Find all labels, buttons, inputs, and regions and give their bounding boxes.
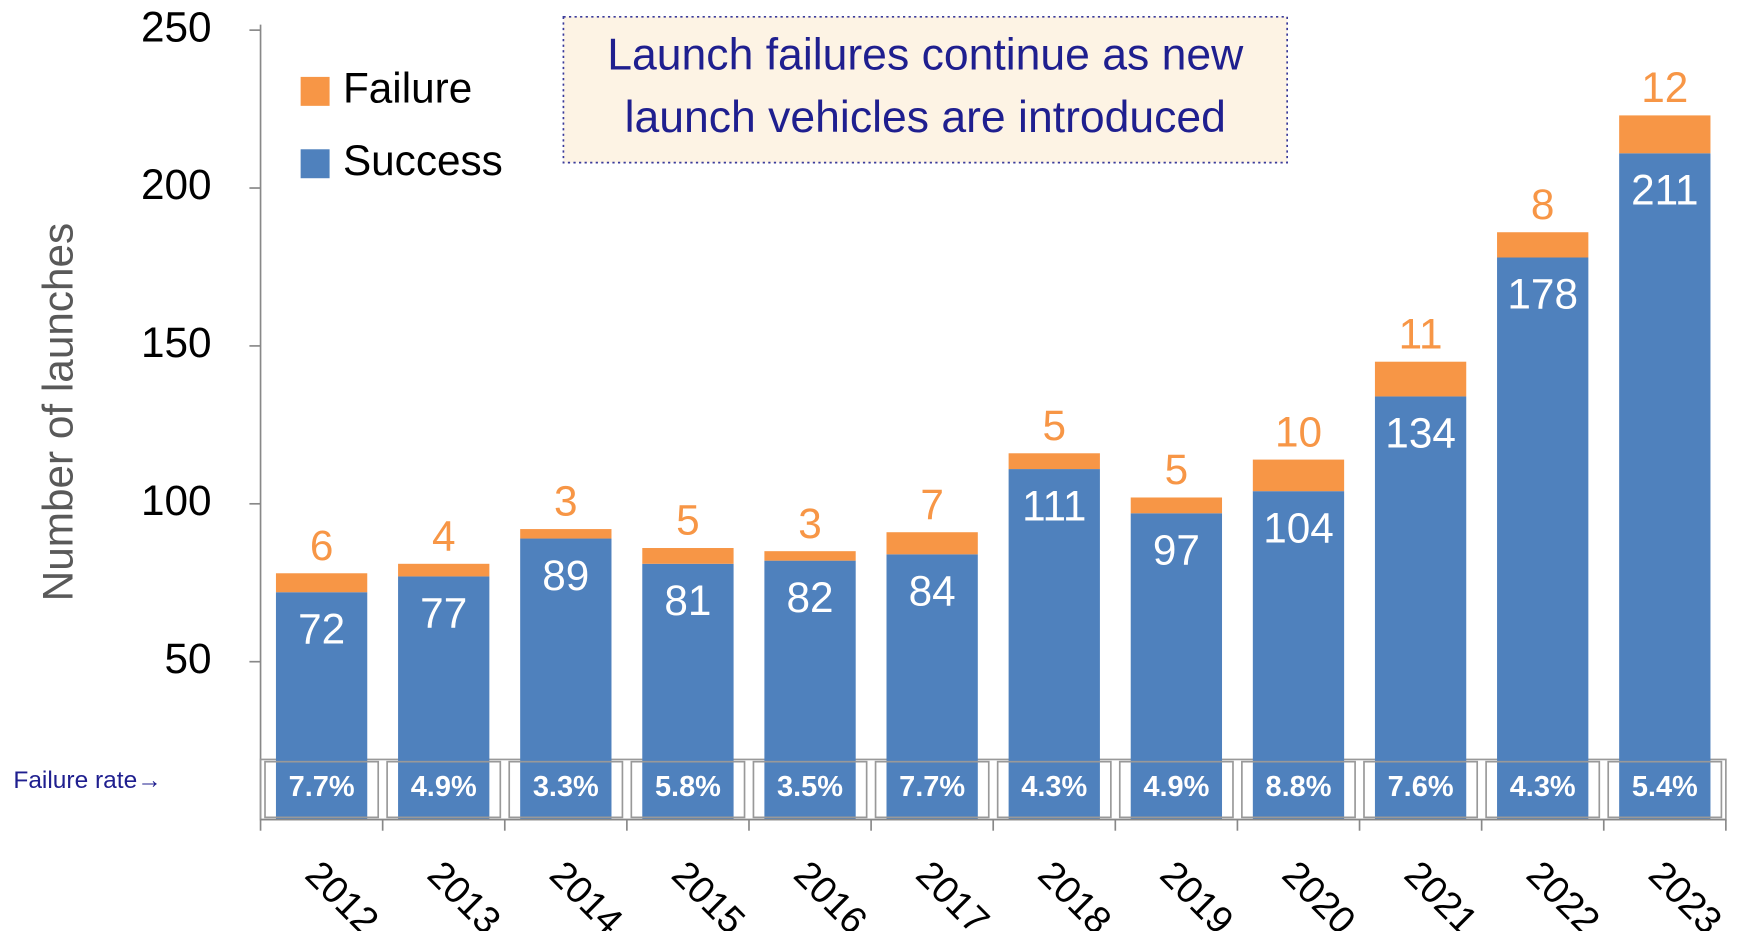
failure-label: 4 bbox=[432, 512, 456, 559]
x-tick-label: 2022 bbox=[1518, 853, 1607, 931]
bar-success bbox=[764, 560, 856, 820]
failure-label: 5 bbox=[1042, 402, 1066, 449]
success-label: 89 bbox=[542, 552, 589, 599]
chart-title: Launch failures continue as new bbox=[607, 31, 1244, 80]
failure-rate: 7.6% bbox=[1388, 771, 1454, 803]
legend-swatch bbox=[300, 76, 330, 106]
y-tick-label: 100 bbox=[141, 477, 212, 524]
bar-success bbox=[520, 538, 612, 820]
failure-rate: 4.9% bbox=[411, 771, 477, 803]
failure-label: 12 bbox=[1641, 64, 1688, 111]
bar-success bbox=[886, 554, 978, 820]
failure-rate-box bbox=[1363, 760, 1479, 819]
x-tick-label: 2015 bbox=[663, 853, 752, 931]
bar-failure bbox=[520, 529, 612, 539]
failure-rate-box bbox=[1118, 760, 1234, 819]
bar-failure bbox=[275, 573, 368, 593]
failure-rate-box bbox=[874, 760, 990, 819]
bar-success bbox=[275, 592, 368, 820]
y-tick-label: 150 bbox=[141, 319, 212, 366]
x-tick-label: 2016 bbox=[785, 853, 874, 931]
success-label: 77 bbox=[420, 590, 467, 637]
success-label: 104 bbox=[1263, 504, 1334, 551]
bar-failure bbox=[642, 548, 734, 564]
bar-failure bbox=[1374, 361, 1467, 397]
failure-rate: 3.3% bbox=[533, 771, 599, 803]
failure-rate-box bbox=[386, 760, 502, 819]
x-tick-label: 2023 bbox=[1640, 853, 1729, 931]
failure-rate-box bbox=[630, 760, 746, 819]
bar-failure bbox=[1497, 232, 1589, 258]
bar-failure bbox=[1619, 115, 1711, 154]
failure-rate-label: Failure rate→ bbox=[13, 767, 161, 794]
bar-failure bbox=[764, 551, 856, 561]
success-label: 81 bbox=[664, 577, 711, 624]
success-label: 178 bbox=[1507, 271, 1578, 318]
failure-rate: 7.7% bbox=[899, 771, 965, 803]
x-tick-label: 2017 bbox=[908, 853, 997, 931]
failure-rate: 7.7% bbox=[289, 771, 355, 803]
bar-failure bbox=[886, 532, 978, 555]
x-tick-label: 2018 bbox=[1030, 853, 1119, 931]
x-tick-label: 2021 bbox=[1396, 853, 1485, 931]
failure-rate-box bbox=[1485, 760, 1601, 819]
failure-label: 8 bbox=[1531, 181, 1555, 228]
failure-label: 3 bbox=[554, 478, 578, 525]
failure-rate: 4.3% bbox=[1021, 771, 1087, 803]
bar-success bbox=[1619, 153, 1711, 820]
failure-label: 7 bbox=[920, 481, 944, 528]
bar-success bbox=[1497, 257, 1589, 820]
failure-label: 11 bbox=[1399, 310, 1443, 357]
x-tick-label: 2019 bbox=[1152, 853, 1241, 931]
legend-label: Failure bbox=[343, 65, 472, 112]
success-label: 97 bbox=[1153, 527, 1200, 574]
x-tick-label: 2014 bbox=[541, 853, 630, 931]
bar-success bbox=[1252, 491, 1345, 820]
bar-success bbox=[1374, 396, 1467, 820]
failure-rate-box bbox=[752, 760, 868, 819]
title-box bbox=[562, 15, 1288, 164]
x-tick-label: 2020 bbox=[1274, 853, 1363, 931]
failure-label: 5 bbox=[676, 497, 700, 544]
failure-rate: 4.3% bbox=[1510, 771, 1576, 803]
bar-success bbox=[398, 576, 490, 820]
y-tick-label: 50 bbox=[164, 635, 211, 682]
success-label: 111 bbox=[1022, 482, 1086, 529]
failure-label: 3 bbox=[798, 500, 822, 547]
failure-rate-box bbox=[996, 760, 1112, 819]
y-axis-label: Number of launches bbox=[34, 223, 81, 602]
bar-failure bbox=[1252, 459, 1345, 492]
success-label: 211 bbox=[1631, 167, 1698, 214]
x-tick-label: 2013 bbox=[419, 853, 508, 931]
legend-swatch bbox=[300, 149, 330, 179]
failure-rate: 5.8% bbox=[655, 771, 721, 803]
x-tick-label: 2012 bbox=[297, 853, 386, 931]
success-label: 72 bbox=[298, 605, 345, 652]
failure-rate-box bbox=[1607, 760, 1723, 819]
failure-label: 6 bbox=[310, 522, 334, 569]
bar-failure bbox=[1008, 453, 1100, 470]
failure-rate: 4.9% bbox=[1143, 771, 1209, 803]
bar-failure bbox=[1130, 497, 1223, 514]
y-tick-label: 250 bbox=[141, 3, 212, 50]
failure-rate: 5.4% bbox=[1632, 771, 1698, 803]
failure-rate: 3.5% bbox=[777, 771, 843, 803]
bar-success bbox=[642, 563, 734, 820]
y-tick-label: 200 bbox=[141, 161, 212, 208]
bar-failure bbox=[398, 563, 490, 577]
failure-label: 5 bbox=[1165, 446, 1189, 493]
bar-success bbox=[1130, 513, 1223, 820]
failure-label: 10 bbox=[1275, 408, 1322, 455]
success-label: 84 bbox=[909, 568, 956, 615]
success-label: 82 bbox=[787, 574, 834, 621]
legend-label: Success bbox=[343, 137, 503, 184]
failure-rate: 8.8% bbox=[1265, 771, 1331, 803]
chart-title: launch vehicles are introduced bbox=[625, 93, 1226, 142]
failure-rate-box bbox=[1241, 760, 1356, 819]
success-label: 134 bbox=[1385, 410, 1456, 457]
failure-rate-box bbox=[508, 760, 624, 819]
failure-rate-box bbox=[264, 760, 380, 819]
